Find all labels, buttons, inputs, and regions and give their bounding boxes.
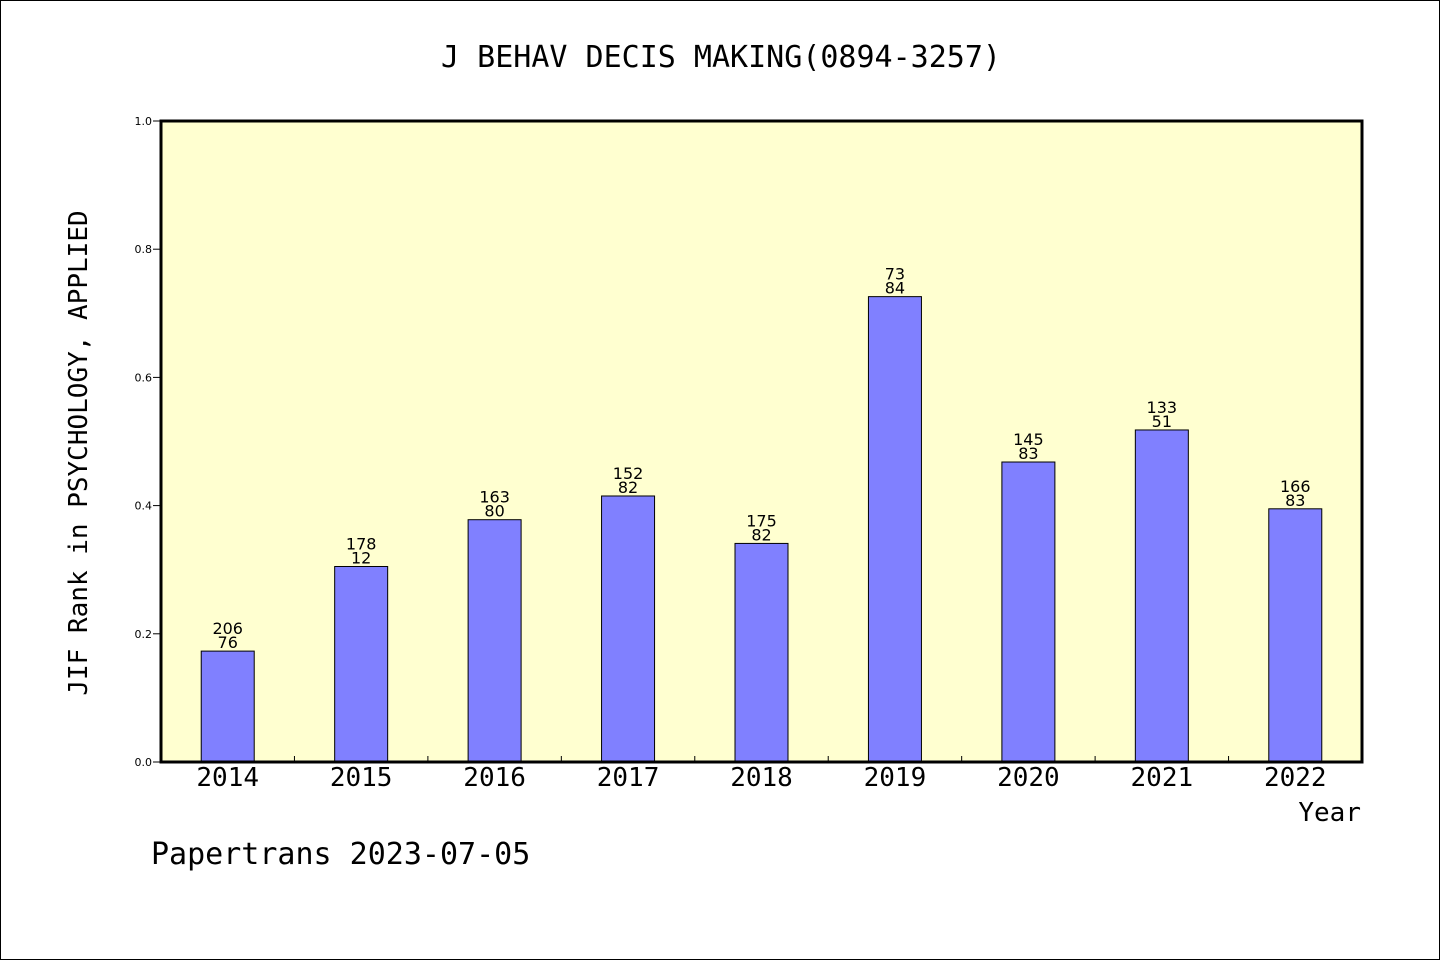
bar-label-top: 178 bbox=[346, 534, 377, 553]
bars-group bbox=[200, 296, 1323, 763]
bar-label-bottom: 83 bbox=[1018, 444, 1038, 463]
y-tick-label: 0.0 bbox=[135, 756, 153, 769]
y-tick-label: 0.4 bbox=[135, 500, 153, 513]
y-tick-label: 0.2 bbox=[135, 628, 153, 641]
bar-label-bottom: 51 bbox=[1152, 412, 1172, 431]
bar-label-top: 73 bbox=[885, 265, 905, 284]
x-tick-label: 2015 bbox=[330, 763, 393, 793]
y-tick-label: 0.8 bbox=[135, 243, 153, 256]
bar-2014 bbox=[200, 650, 255, 763]
bar-label-top: 163 bbox=[479, 488, 510, 507]
x-axis-label: Year bbox=[1298, 798, 1361, 828]
y-axis-label: JIF Rank in PSYCHOLOGY, APPLIED bbox=[64, 210, 94, 695]
y-axis: 0.0 0.2 0.4 0.6 0.8 1.0 bbox=[135, 115, 161, 769]
bar-label-bottom: 84 bbox=[885, 279, 905, 298]
bar-label-top: 175 bbox=[746, 511, 777, 530]
bar-label-bottom: 82 bbox=[618, 478, 638, 497]
bar-label-bottom: 82 bbox=[751, 525, 771, 544]
x-tick-label: 2019 bbox=[864, 763, 927, 793]
bar-label-top: 206 bbox=[212, 619, 243, 638]
bar-2018 bbox=[734, 542, 789, 763]
footer-text: Papertrans 2023-07-05 bbox=[151, 837, 530, 872]
plot-border bbox=[159, 119, 1364, 764]
bar-label-bottom: 12 bbox=[351, 548, 371, 567]
x-tick-label: 2018 bbox=[730, 763, 793, 793]
x-axis: 2014 2015 2016 2017 2018 2019 2020 2021 2022 bbox=[196, 756, 1327, 793]
y-tick-label: 1.0 bbox=[135, 115, 153, 128]
bar-2016 bbox=[467, 519, 522, 763]
bar-2022 bbox=[1268, 508, 1323, 763]
bar-2017 bbox=[601, 495, 656, 763]
bar-2021 bbox=[1134, 429, 1189, 763]
bar-2020 bbox=[1001, 461, 1056, 763]
bar-2019 bbox=[867, 296, 922, 763]
bar-label-bottom: 76 bbox=[218, 633, 238, 652]
bar-label-top: 145 bbox=[1013, 430, 1044, 449]
x-tick-label: 2021 bbox=[1131, 763, 1194, 793]
bar-label-top: 166 bbox=[1280, 477, 1311, 496]
x-tick-label: 2014 bbox=[196, 763, 259, 793]
bar-label-bottom: 83 bbox=[1285, 491, 1305, 510]
bar-label-top: 152 bbox=[613, 464, 644, 483]
bar-label-bottom: 80 bbox=[484, 502, 504, 521]
y-tick-label: 0.6 bbox=[135, 371, 153, 384]
x-tick-label: 2022 bbox=[1264, 763, 1327, 793]
bar-labels-group: 2067617812163801528217582738414583133511… bbox=[212, 265, 1310, 652]
x-tick-label: 2017 bbox=[597, 763, 660, 793]
chart-title: J BEHAV DECIS MAKING(0894-3257) bbox=[441, 40, 1001, 75]
bar-label-top: 133 bbox=[1147, 398, 1178, 417]
bar-2015 bbox=[334, 565, 389, 763]
x-tick-label: 2016 bbox=[463, 763, 526, 793]
x-tick-label: 2020 bbox=[997, 763, 1060, 793]
